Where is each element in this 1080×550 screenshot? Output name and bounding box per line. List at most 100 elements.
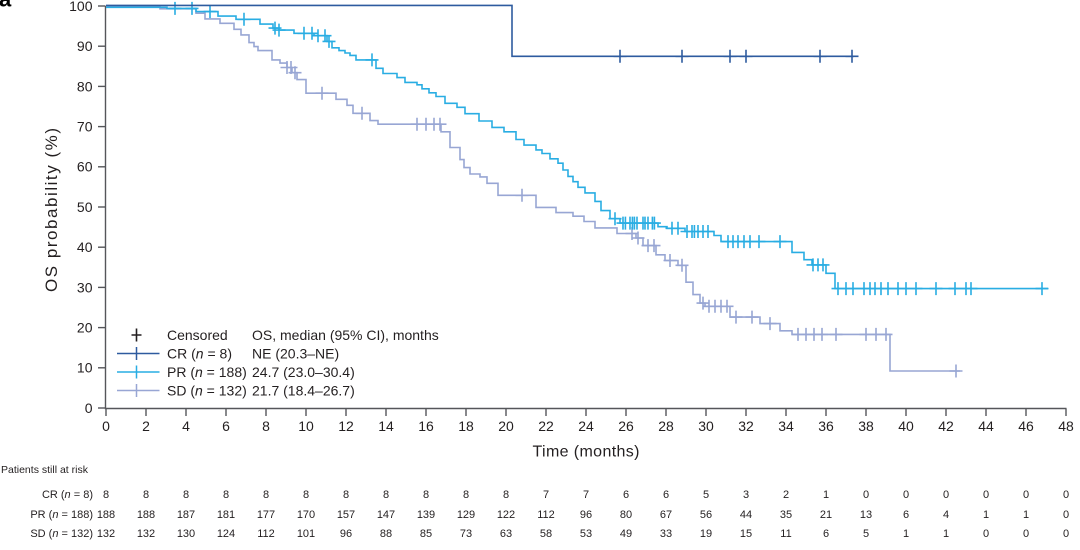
svg-text:10: 10 bbox=[77, 360, 93, 376]
svg-text:188: 188 bbox=[137, 509, 155, 521]
svg-text:8: 8 bbox=[503, 489, 509, 501]
svg-text:36: 36 bbox=[818, 418, 834, 434]
svg-text:70: 70 bbox=[77, 119, 93, 135]
svg-text:0: 0 bbox=[983, 528, 989, 540]
svg-text:CR (n = 8): CR (n = 8) bbox=[42, 489, 93, 501]
svg-text:8: 8 bbox=[223, 489, 229, 501]
svg-text:48: 48 bbox=[1058, 418, 1074, 434]
svg-text:8: 8 bbox=[383, 489, 389, 501]
svg-text:8: 8 bbox=[303, 489, 309, 501]
svg-text:8: 8 bbox=[143, 489, 149, 501]
svg-text:Censored: Censored bbox=[167, 327, 228, 343]
svg-text:6: 6 bbox=[623, 489, 629, 501]
svg-text:Time (months): Time (months) bbox=[533, 444, 640, 461]
svg-text:1: 1 bbox=[983, 509, 989, 521]
svg-text:24.7 (23.0–30.4): 24.7 (23.0–30.4) bbox=[252, 364, 355, 380]
svg-text:35: 35 bbox=[780, 509, 792, 521]
svg-text:0: 0 bbox=[1023, 528, 1029, 540]
svg-text:88: 88 bbox=[380, 528, 392, 540]
svg-text:3: 3 bbox=[743, 489, 749, 501]
svg-text:14: 14 bbox=[378, 418, 394, 434]
svg-text:PR (n = 188): PR (n = 188) bbox=[167, 364, 247, 380]
svg-text:40: 40 bbox=[77, 239, 93, 255]
svg-text:16: 16 bbox=[418, 418, 434, 434]
svg-text:5: 5 bbox=[703, 489, 709, 501]
svg-text:0: 0 bbox=[863, 489, 869, 501]
svg-text:157: 157 bbox=[337, 509, 355, 521]
svg-text:0: 0 bbox=[1063, 509, 1069, 521]
svg-text:147: 147 bbox=[377, 509, 395, 521]
svg-text:2: 2 bbox=[142, 418, 150, 434]
svg-text:0: 0 bbox=[903, 489, 909, 501]
svg-text:1: 1 bbox=[903, 528, 909, 540]
svg-text:8: 8 bbox=[343, 489, 349, 501]
svg-text:1: 1 bbox=[943, 528, 949, 540]
svg-text:1: 1 bbox=[823, 489, 829, 501]
svg-text:38: 38 bbox=[858, 418, 874, 434]
svg-text:0: 0 bbox=[102, 418, 110, 434]
svg-text:OS, median (95% CI), months: OS, median (95% CI), months bbox=[252, 327, 439, 343]
svg-text:124: 124 bbox=[217, 528, 235, 540]
svg-text:26: 26 bbox=[618, 418, 634, 434]
svg-text:187: 187 bbox=[177, 509, 195, 521]
svg-text:4: 4 bbox=[182, 418, 190, 434]
svg-text:8: 8 bbox=[262, 418, 270, 434]
svg-text:PR (n = 188): PR (n = 188) bbox=[30, 509, 93, 521]
svg-text:6: 6 bbox=[222, 418, 230, 434]
svg-text:2: 2 bbox=[783, 489, 789, 501]
svg-text:22: 22 bbox=[538, 418, 554, 434]
svg-text:8: 8 bbox=[423, 489, 429, 501]
svg-text:SD (n = 132): SD (n = 132) bbox=[30, 528, 93, 540]
svg-text:132: 132 bbox=[137, 528, 155, 540]
svg-text:139: 139 bbox=[417, 509, 435, 521]
svg-text:20: 20 bbox=[498, 418, 514, 434]
svg-text:63: 63 bbox=[500, 528, 512, 540]
svg-text:15: 15 bbox=[740, 528, 752, 540]
svg-text:42: 42 bbox=[938, 418, 954, 434]
svg-text:90: 90 bbox=[77, 38, 93, 54]
svg-text:53: 53 bbox=[580, 528, 592, 540]
svg-text:4: 4 bbox=[943, 509, 949, 521]
svg-text:96: 96 bbox=[340, 528, 352, 540]
svg-text:181: 181 bbox=[217, 509, 235, 521]
svg-text:85: 85 bbox=[420, 528, 432, 540]
svg-text:18: 18 bbox=[458, 418, 474, 434]
svg-text:177: 177 bbox=[257, 509, 275, 521]
svg-text:101: 101 bbox=[297, 528, 315, 540]
svg-text:100: 100 bbox=[69, 0, 93, 14]
svg-text:Patients still at risk: Patients still at risk bbox=[1, 464, 89, 476]
svg-text:44: 44 bbox=[978, 418, 994, 434]
svg-text:56: 56 bbox=[700, 509, 712, 521]
svg-text:188: 188 bbox=[97, 509, 115, 521]
svg-text:7: 7 bbox=[583, 489, 589, 501]
svg-text:129: 129 bbox=[457, 509, 475, 521]
svg-text:CR (n = 8): CR (n = 8) bbox=[167, 346, 232, 362]
svg-text:122: 122 bbox=[497, 509, 515, 521]
svg-text:8: 8 bbox=[463, 489, 469, 501]
svg-text:49: 49 bbox=[620, 528, 632, 540]
svg-text:a: a bbox=[0, 0, 12, 12]
svg-text:73: 73 bbox=[460, 528, 472, 540]
svg-text:8: 8 bbox=[263, 489, 269, 501]
svg-text:132: 132 bbox=[97, 528, 115, 540]
svg-text:10: 10 bbox=[298, 418, 314, 434]
svg-text:0: 0 bbox=[1063, 528, 1069, 540]
svg-text:67: 67 bbox=[660, 509, 672, 521]
svg-text:80: 80 bbox=[77, 78, 93, 94]
svg-text:5: 5 bbox=[863, 528, 869, 540]
svg-text:44: 44 bbox=[740, 509, 752, 521]
svg-text:50: 50 bbox=[77, 199, 93, 215]
svg-text:1: 1 bbox=[1023, 509, 1029, 521]
svg-text:60: 60 bbox=[77, 159, 93, 175]
svg-text:112: 112 bbox=[257, 528, 275, 540]
svg-text:21.7 (18.4–26.7): 21.7 (18.4–26.7) bbox=[252, 383, 355, 399]
svg-text:30: 30 bbox=[77, 279, 93, 295]
svg-text:SD (n = 132): SD (n = 132) bbox=[167, 383, 247, 399]
svg-text:0: 0 bbox=[983, 489, 989, 501]
svg-text:130: 130 bbox=[177, 528, 195, 540]
svg-text:33: 33 bbox=[660, 528, 672, 540]
svg-text:8: 8 bbox=[103, 489, 109, 501]
svg-text:6: 6 bbox=[823, 528, 829, 540]
svg-text:20: 20 bbox=[77, 320, 93, 336]
svg-text:19: 19 bbox=[700, 528, 712, 540]
